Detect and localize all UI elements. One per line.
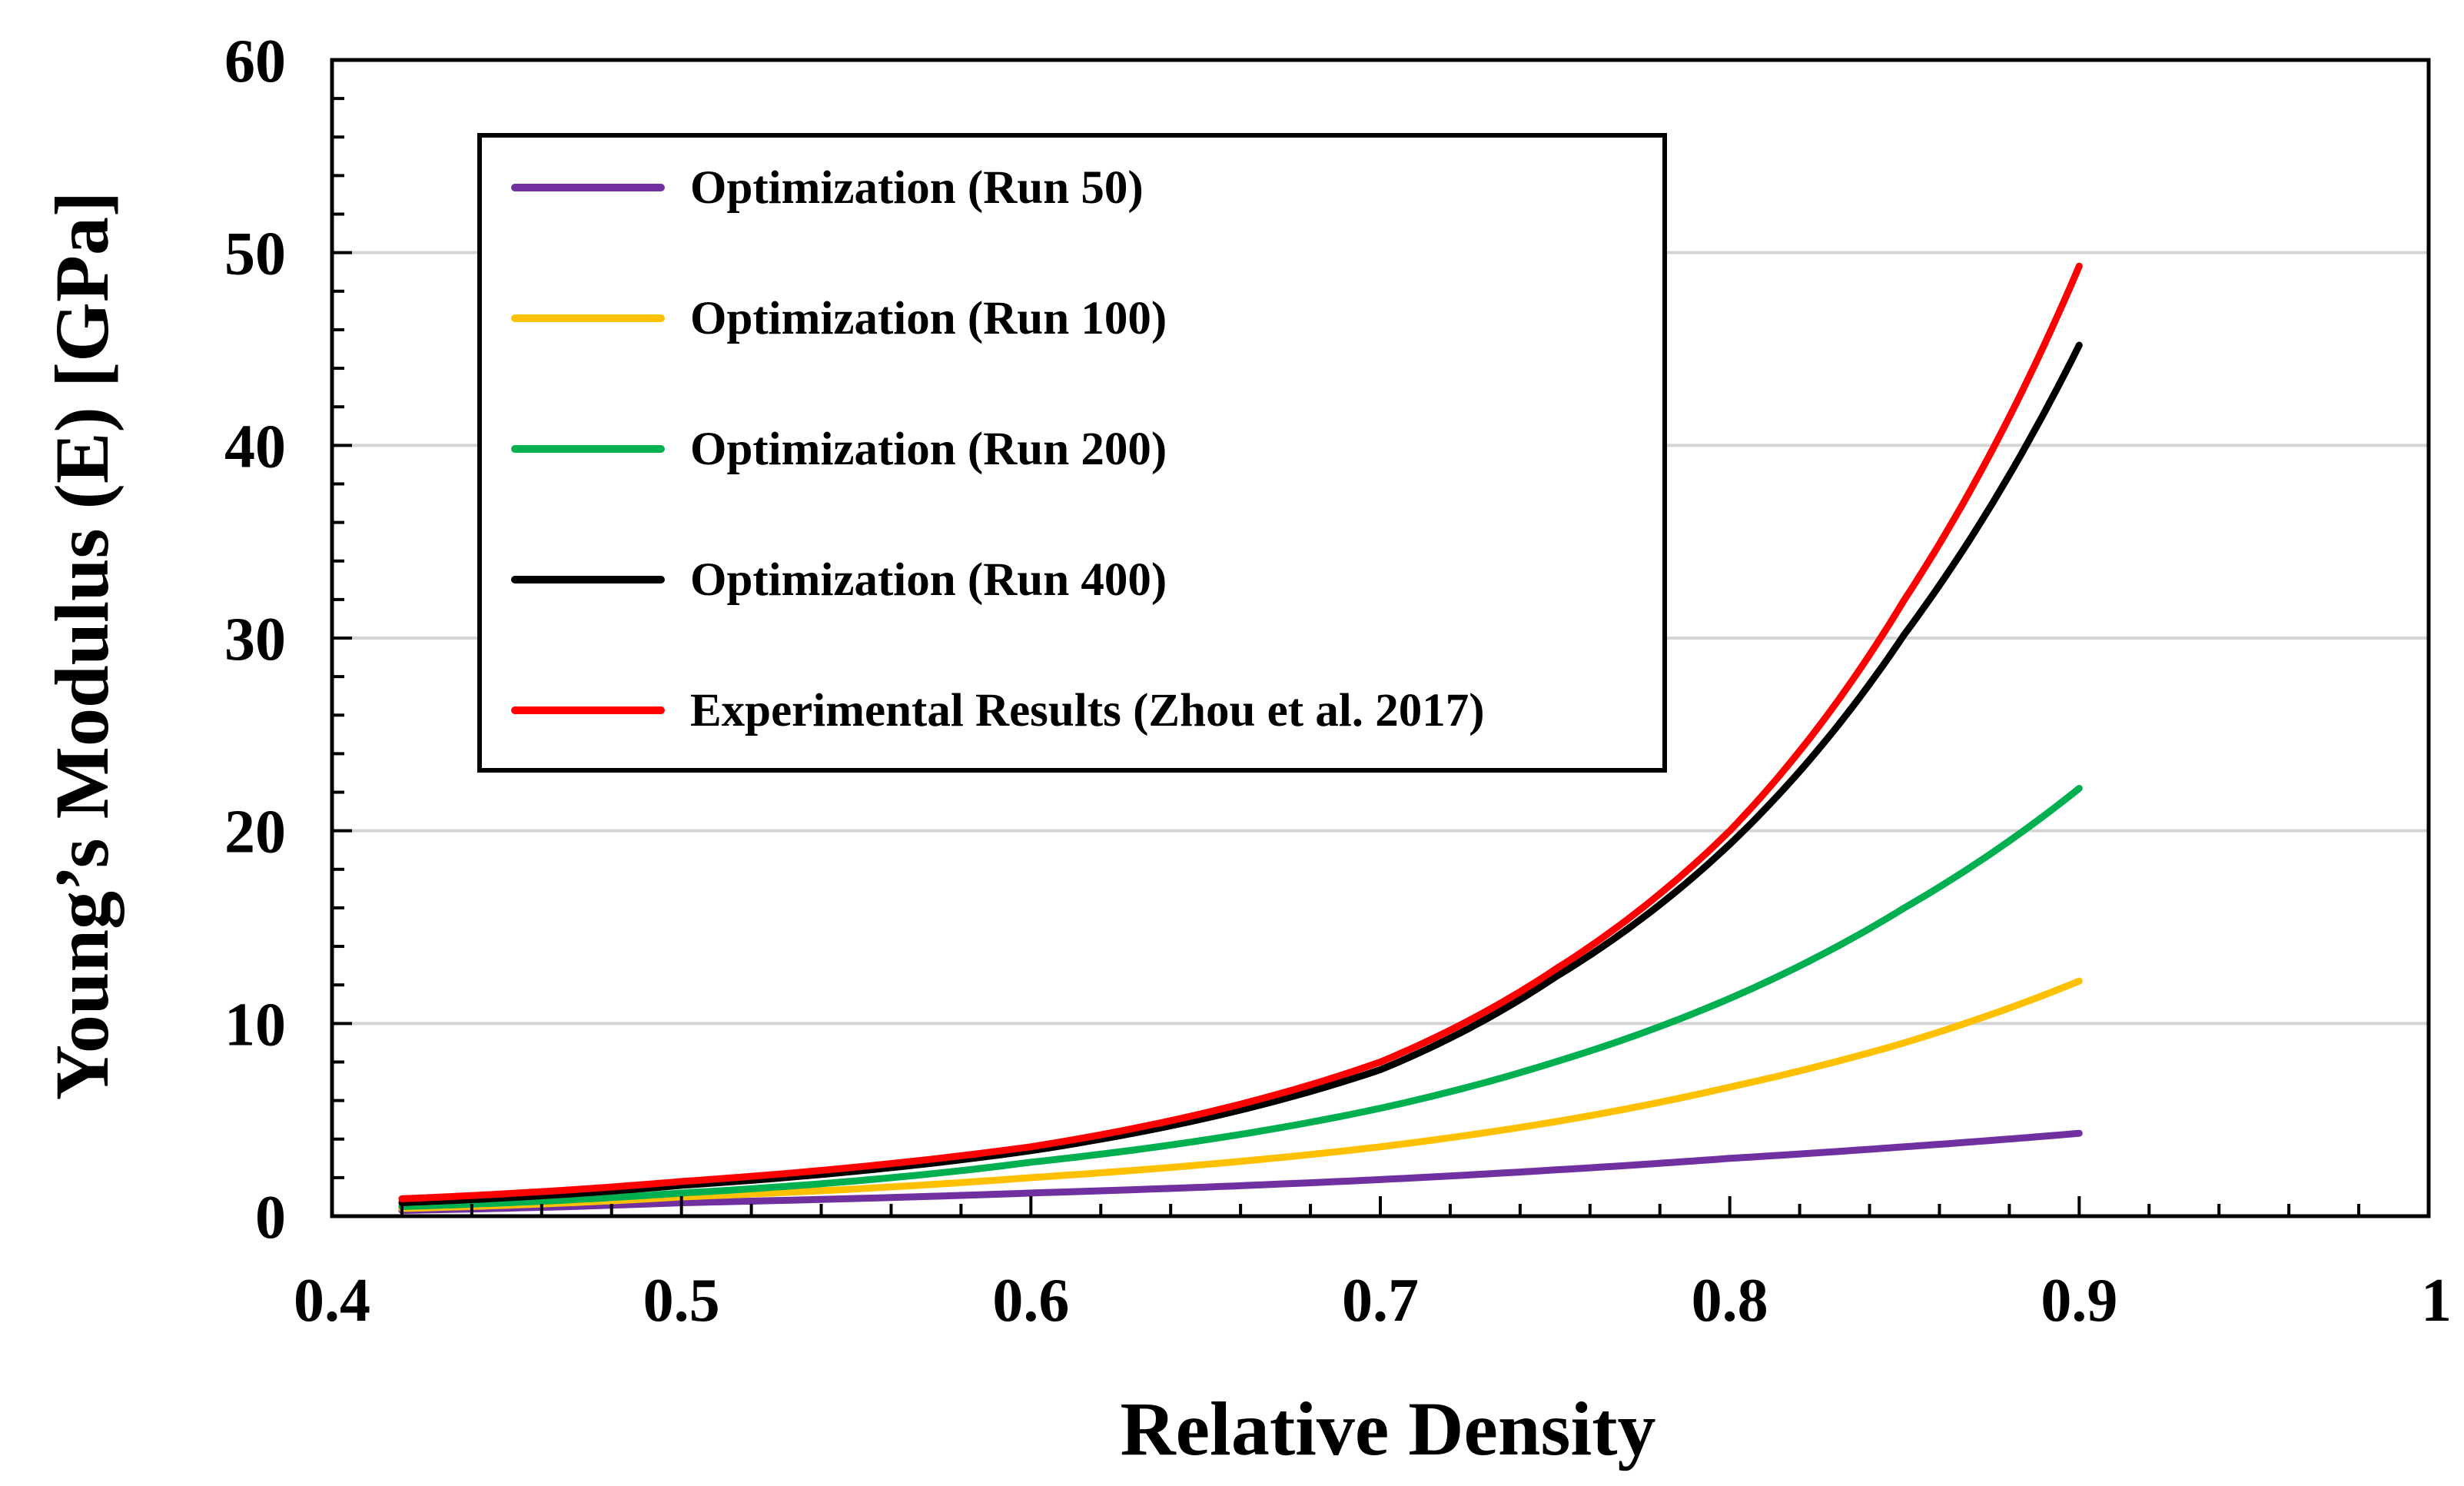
- legend-item-4: Optimization (Run 400): [511, 554, 1167, 606]
- x-tick-label: 0.4: [294, 1267, 370, 1335]
- legend-item-1: Optimization (Run 50): [511, 162, 1144, 214]
- y-tick-label: 30: [224, 606, 286, 673]
- legend-box: [477, 133, 1667, 773]
- series-line-3: [398, 785, 2083, 1210]
- x-tick-label: 0.8: [1692, 1267, 1768, 1335]
- y-tick-label: 10: [224, 991, 286, 1059]
- x-tick-labels: 0.4 0.5 0.6 0.7 0.8 0.9 1: [294, 1267, 2452, 1335]
- series-line-4: [398, 341, 2083, 1206]
- legend-label: Experimental Results (Zhou et al. 2017): [690, 685, 1485, 736]
- legend-item-2: Optimization (Run 100): [511, 293, 1167, 344]
- series-lines: [398, 262, 2083, 1214]
- x-tick-label: 0.9: [2041, 1267, 2117, 1335]
- series-line-5: [398, 262, 2083, 1202]
- axis-ticks: [330, 58, 2430, 1218]
- series-line-1: [398, 1129, 2083, 1214]
- y-tick-labels: 0 10 20 30 40 50 60: [224, 28, 286, 1252]
- x-tick-label: 0.7: [1342, 1267, 1419, 1335]
- legend-label: Optimization (Run 400): [690, 554, 1167, 606]
- y-tick-label: 60: [224, 28, 286, 95]
- x-tick-label: 0.6: [992, 1267, 1069, 1335]
- y-axis-title: Young’s Modulus (E) [GPa]: [39, 191, 125, 1101]
- y-tick-label: 20: [224, 799, 286, 866]
- series-line-2: [398, 977, 2083, 1212]
- x-tick-label: 0.5: [643, 1267, 720, 1335]
- y-tick-label: 0: [255, 1184, 286, 1252]
- legend-label: Optimization (Run 100): [690, 293, 1167, 344]
- legend: Optimization (Run 50) Optimization (Run 1…: [477, 133, 1667, 773]
- legend-item-5: Experimental Results (Zhou et al. 2017): [511, 685, 1485, 736]
- legend-label: Optimization (Run 50): [690, 162, 1144, 214]
- x-axis-title: Relative Density: [1120, 1386, 1655, 1471]
- legend-label: Optimization (Run 200): [690, 424, 1167, 475]
- y-tick-label: 40: [224, 413, 286, 480]
- y-tick-label: 50: [224, 221, 286, 288]
- x-tick-label: 1: [2421, 1267, 2452, 1335]
- legend-item-3: Optimization (Run 200): [511, 424, 1167, 475]
